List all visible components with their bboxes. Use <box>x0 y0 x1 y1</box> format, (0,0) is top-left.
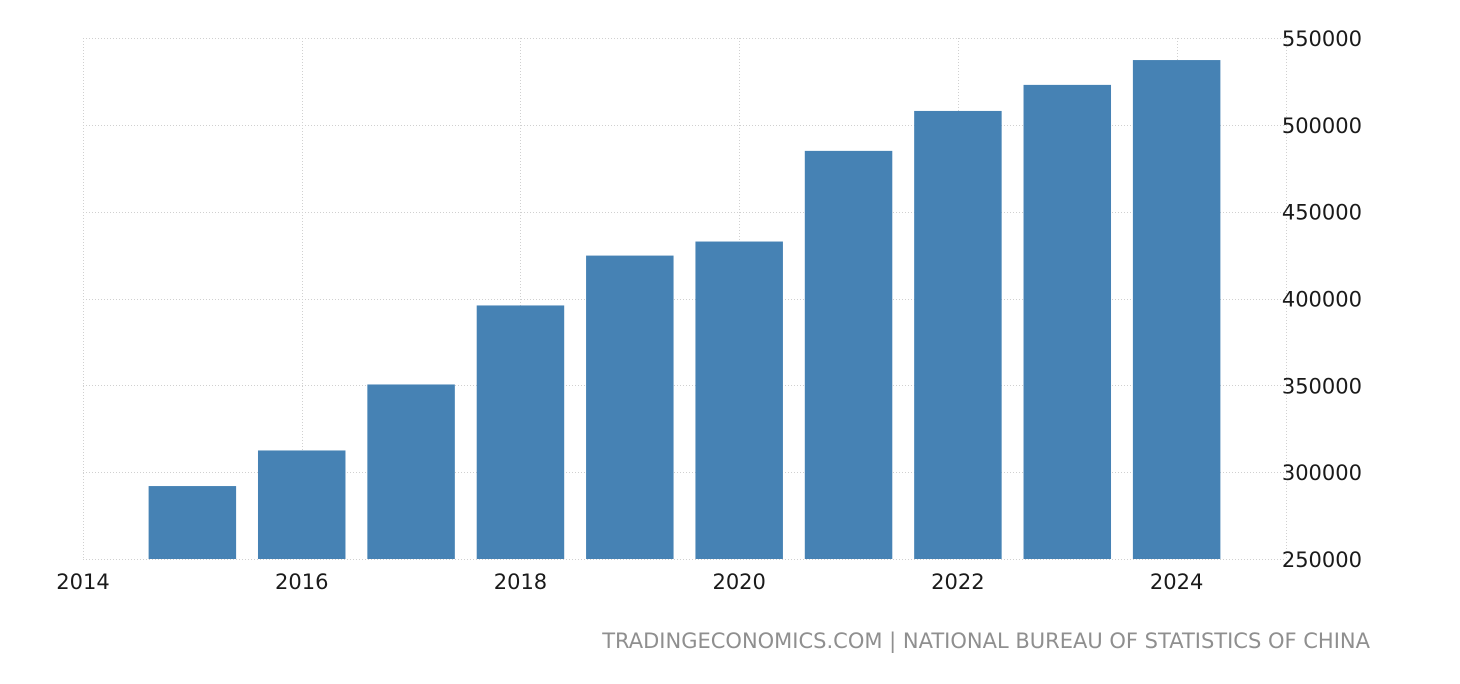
y-tick-label: 550000 <box>1282 27 1362 51</box>
y-tick-label: 350000 <box>1282 374 1362 398</box>
bar-2019 <box>586 255 674 559</box>
y-tick-label: 300000 <box>1282 461 1362 485</box>
x-tick-label: 2024 <box>1150 570 1203 594</box>
bars <box>148 60 1221 560</box>
y-tick-label: 250000 <box>1282 548 1362 572</box>
y-axis-tick-labels: 250000 300000 350000 400000 450000 500000 5500… <box>1282 27 1362 572</box>
bar-2023 <box>1023 84 1112 559</box>
x-tick-label: 2014 <box>56 570 109 594</box>
y-tick-label: 400000 <box>1282 288 1362 312</box>
x-tick-label: 2016 <box>275 570 328 594</box>
bar-2015 <box>148 486 237 559</box>
source-attribution: TRADINGECONOMICS.COM | NATIONAL BUREAU O… <box>602 629 1370 653</box>
x-axis-tick-labels: 2014 2016 2018 2020 2022 2024 <box>56 570 1203 594</box>
bar-2017 <box>367 384 455 559</box>
bar-2018 <box>476 305 565 559</box>
bar-2022 <box>914 110 1002 559</box>
bar-2021 <box>804 150 893 559</box>
x-tick-label: 2018 <box>494 570 547 594</box>
bar-2024 <box>1132 60 1221 560</box>
x-tick-label: 2020 <box>712 570 765 594</box>
y-tick-label: 450000 <box>1282 201 1362 225</box>
bar-2016 <box>257 450 346 559</box>
bar-2020 <box>695 241 783 560</box>
y-tick-label: 500000 <box>1282 114 1362 138</box>
x-tick-label: 2022 <box>931 570 984 594</box>
